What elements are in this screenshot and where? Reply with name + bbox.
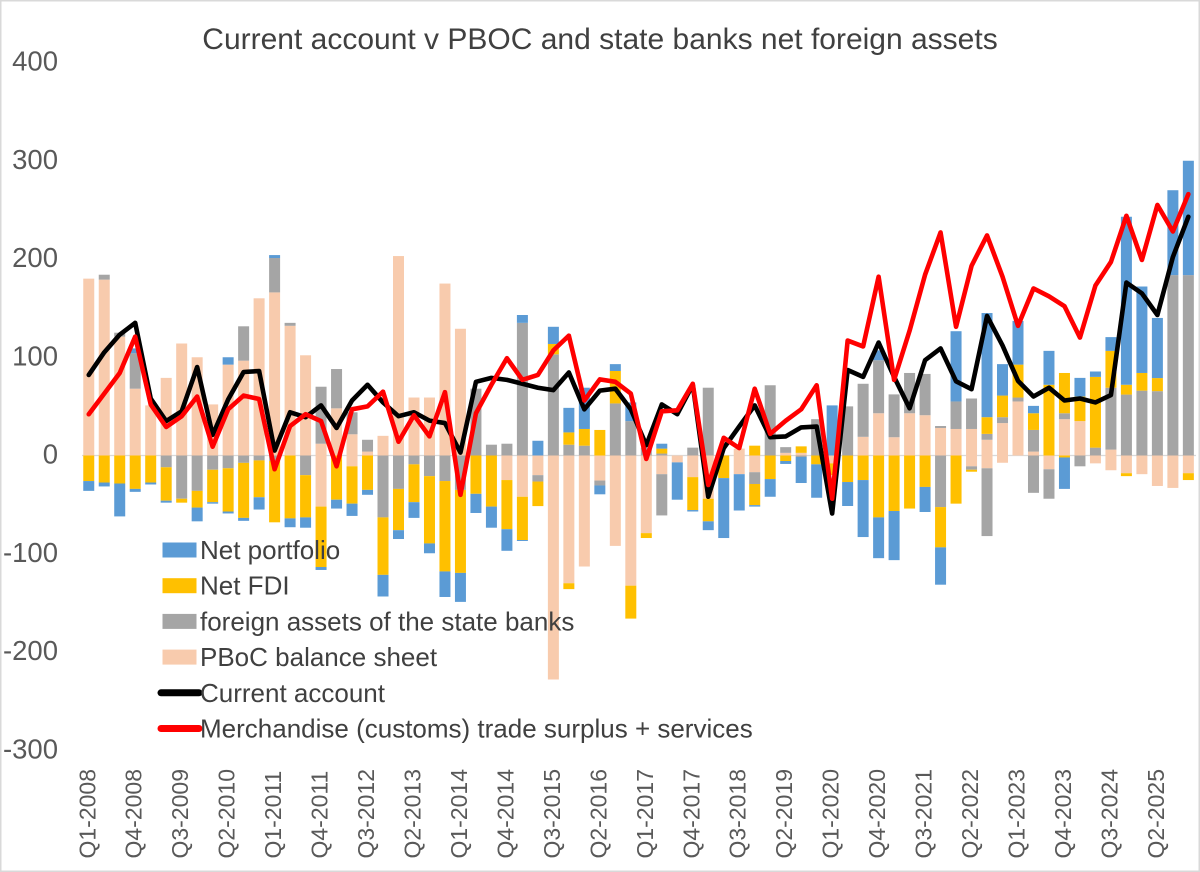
svg-text:Q2-2010: Q2-2010 — [214, 769, 240, 859]
svg-text:Q3-2024: Q3-2024 — [1096, 769, 1122, 859]
svg-text:Q3-2015: Q3-2015 — [539, 769, 565, 859]
svg-text:Q4-2020: Q4-2020 — [864, 769, 890, 859]
svg-text:200: 200 — [12, 242, 58, 273]
svg-text:0: 0 — [43, 439, 58, 470]
svg-text:Q1-2017: Q1-2017 — [632, 769, 658, 859]
svg-text:Q3-2012: Q3-2012 — [353, 769, 379, 859]
svg-text:Q1-2023: Q1-2023 — [1004, 769, 1030, 859]
svg-text:Q3-2009: Q3-2009 — [167, 769, 193, 859]
svg-text:Merchandise (customs) trade su: Merchandise (customs) trade surplus + se… — [200, 714, 753, 744]
svg-text:Q4-2023: Q4-2023 — [1050, 769, 1076, 859]
svg-text:Q4-2014: Q4-2014 — [492, 769, 518, 859]
svg-text:Q1-2011: Q1-2011 — [260, 771, 286, 859]
svg-text:-300: -300 — [3, 733, 58, 764]
svg-text:Q1-2020: Q1-2020 — [818, 769, 844, 859]
svg-text:Current account: Current account — [200, 678, 386, 708]
svg-text:Current account v PBOC and sta: Current account v PBOC and state banks n… — [202, 23, 997, 56]
svg-text:-200: -200 — [3, 635, 58, 666]
svg-text:Q2-2013: Q2-2013 — [399, 769, 425, 859]
svg-text:Q2-2019: Q2-2019 — [771, 769, 797, 859]
svg-text:300: 300 — [12, 144, 58, 175]
svg-text:foreign assets of the state ba: foreign assets of the state banks — [200, 606, 574, 636]
svg-text:400: 400 — [12, 46, 58, 77]
svg-text:Net FDI: Net FDI — [200, 571, 290, 601]
svg-text:Q1-2014: Q1-2014 — [446, 769, 472, 859]
svg-text:-100: -100 — [3, 537, 58, 568]
svg-text:Q4-2017: Q4-2017 — [678, 769, 704, 859]
svg-text:Q3-2018: Q3-2018 — [725, 769, 751, 859]
svg-text:Q2-2016: Q2-2016 — [585, 769, 611, 859]
svg-text:Q1-2008: Q1-2008 — [74, 769, 100, 859]
svg-text:Q3-2021: Q3-2021 — [911, 769, 937, 859]
svg-text:Net portfolio: Net portfolio — [200, 535, 340, 565]
svg-text:Q2-2025: Q2-2025 — [1143, 769, 1169, 859]
svg-text:Q4-2011: Q4-2011 — [307, 771, 333, 859]
svg-text:Q4-2008: Q4-2008 — [121, 769, 147, 859]
svg-text:Q2-2022: Q2-2022 — [957, 769, 983, 859]
svg-text:100: 100 — [12, 340, 58, 371]
svg-text:PBoC balance sheet: PBoC balance sheet — [200, 642, 438, 672]
